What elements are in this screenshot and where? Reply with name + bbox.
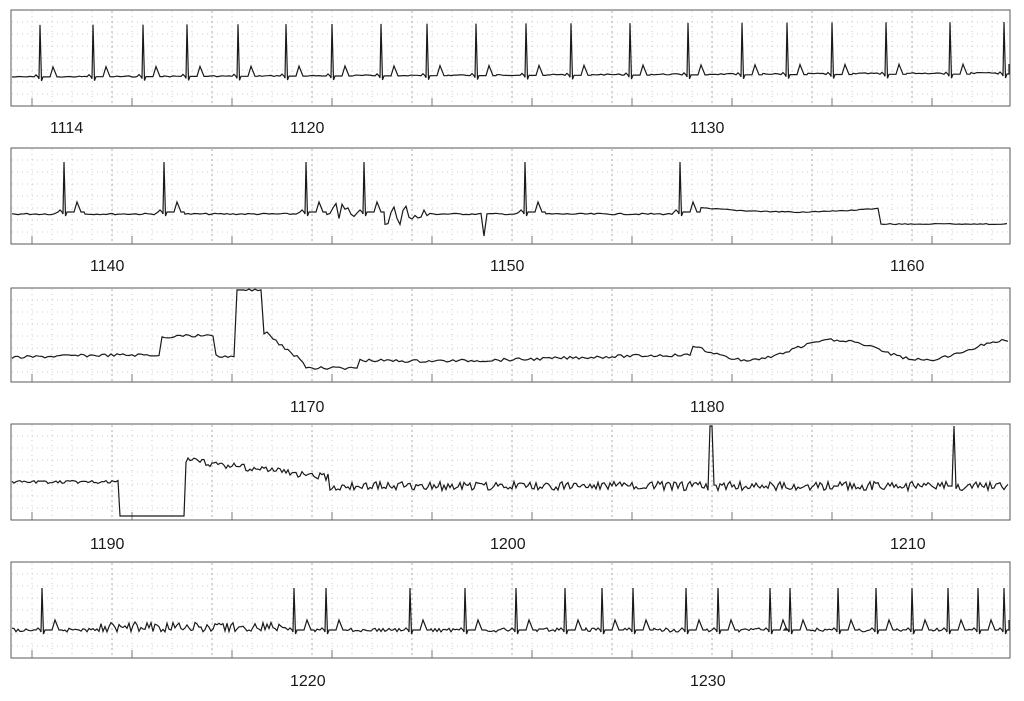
strip-1: 1114 1120 1130 xyxy=(10,9,1011,137)
strip-frame xyxy=(10,9,1011,107)
ecg-trace xyxy=(11,21,1010,82)
time-label: 1130 xyxy=(690,120,725,137)
time-label: 1200 xyxy=(490,536,526,553)
strip-grid xyxy=(12,563,1009,658)
time-label: 1220 xyxy=(290,673,326,690)
ecg-trace xyxy=(11,587,1010,635)
strip-grid xyxy=(12,425,1009,520)
time-label: 1230 xyxy=(690,673,726,690)
strip-grid xyxy=(12,289,1009,382)
time-label: 1190 xyxy=(90,536,125,553)
ecg-trace xyxy=(11,425,1009,517)
time-label: 1140 xyxy=(90,258,125,275)
strip-frame xyxy=(10,561,1011,659)
strip-frame xyxy=(10,147,1011,245)
time-label: 1180 xyxy=(690,399,725,416)
time-label: 1120 xyxy=(290,120,325,137)
strip-2: 1140 1150 1160 xyxy=(10,147,1011,275)
time-label: 1210 xyxy=(890,536,926,553)
ecg-trace xyxy=(11,288,1009,371)
time-label: 1160 xyxy=(890,258,925,275)
strip-frame xyxy=(10,287,1011,383)
strip-grid xyxy=(12,11,1009,106)
strip-grid xyxy=(12,149,1009,244)
time-label: 1170 xyxy=(290,399,325,416)
strip-3: 1170 1180 xyxy=(10,287,1011,416)
time-label: 1150 xyxy=(490,258,525,275)
strip-4: 1190 1200 1210 xyxy=(10,423,1011,553)
time-label: 1114 xyxy=(50,120,83,137)
strip-5: 1220 1230 xyxy=(10,561,1011,690)
ecg-trace xyxy=(11,161,1008,237)
strip-frame xyxy=(10,423,1011,521)
